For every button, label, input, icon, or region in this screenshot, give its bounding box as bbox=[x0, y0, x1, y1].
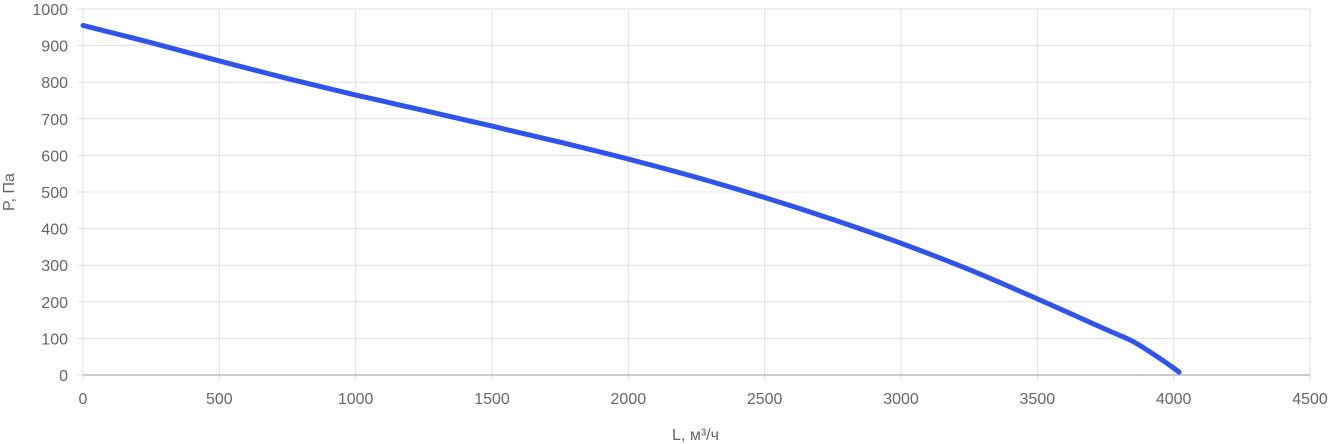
x-tick-label: 1000 bbox=[338, 391, 374, 408]
x-tick-label: 2500 bbox=[747, 391, 783, 408]
x-tick-label: 3000 bbox=[883, 391, 919, 408]
x-tick-label: 1500 bbox=[474, 391, 510, 408]
y-tick-label: 300 bbox=[41, 258, 68, 275]
y-tick-label: 100 bbox=[41, 331, 68, 348]
y-tick-label: 200 bbox=[41, 295, 68, 312]
x-axis-title: L, м³/ч bbox=[672, 427, 719, 444]
x-tick-label: 3500 bbox=[1020, 391, 1056, 408]
x-tick-label: 2000 bbox=[611, 391, 647, 408]
x-tick-label: 0 bbox=[79, 391, 88, 408]
y-tick-label: 0 bbox=[59, 368, 68, 385]
axes: 0 500 1000 1500 2000 2500 3000 3500 4000 4500 0 100… bbox=[32, 2, 1327, 408]
y-tick-label: 600 bbox=[41, 148, 68, 165]
x-tick-label: 500 bbox=[206, 391, 233, 408]
y-tick-label: 1000 bbox=[32, 2, 68, 19]
grid bbox=[77, 8, 1311, 381]
y-tick-label: 800 bbox=[41, 75, 68, 92]
y-axis-title: P, Па bbox=[1, 173, 18, 211]
y-tick-label: 900 bbox=[41, 39, 68, 56]
x-tick-label: 4500 bbox=[1292, 391, 1328, 408]
series-line bbox=[80, 22, 1182, 375]
x-tick-label: 4000 bbox=[1156, 391, 1192, 408]
y-tick-label: 400 bbox=[41, 222, 68, 239]
y-tick-label: 500 bbox=[41, 185, 68, 202]
series-layer bbox=[80, 22, 1182, 375]
y-tick-label: 700 bbox=[41, 112, 68, 129]
